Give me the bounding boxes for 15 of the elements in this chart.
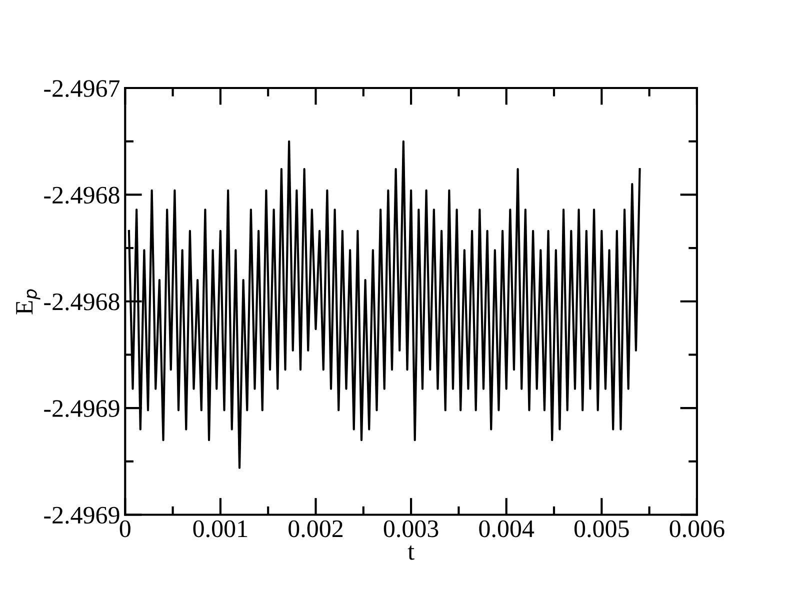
y-tick-label: -2.4969 — [44, 400, 120, 418]
x-axis-title: t — [408, 546, 414, 560]
x-tick-label: 0.005 — [574, 520, 629, 538]
y-axis-title: E$_{p}$ — [16, 289, 40, 314]
y-tick-label: -2.4968 — [44, 293, 120, 310]
y-tick-label: -2.4969 — [44, 506, 120, 524]
line-series — [128, 140, 641, 469]
x-tick-label: 0.003 — [384, 520, 438, 538]
x-tick-label: 0.001 — [193, 520, 248, 538]
x-tick-label: 0.006 — [670, 520, 724, 538]
x-tick-label: 0.004 — [479, 520, 534, 538]
y-tick-label: -2.4967 — [44, 80, 120, 98]
x-tick-label: 0 — [120, 520, 130, 538]
y-tick-label: -2.4968 — [44, 186, 120, 204]
x-tick-label: 0.002 — [288, 520, 342, 538]
